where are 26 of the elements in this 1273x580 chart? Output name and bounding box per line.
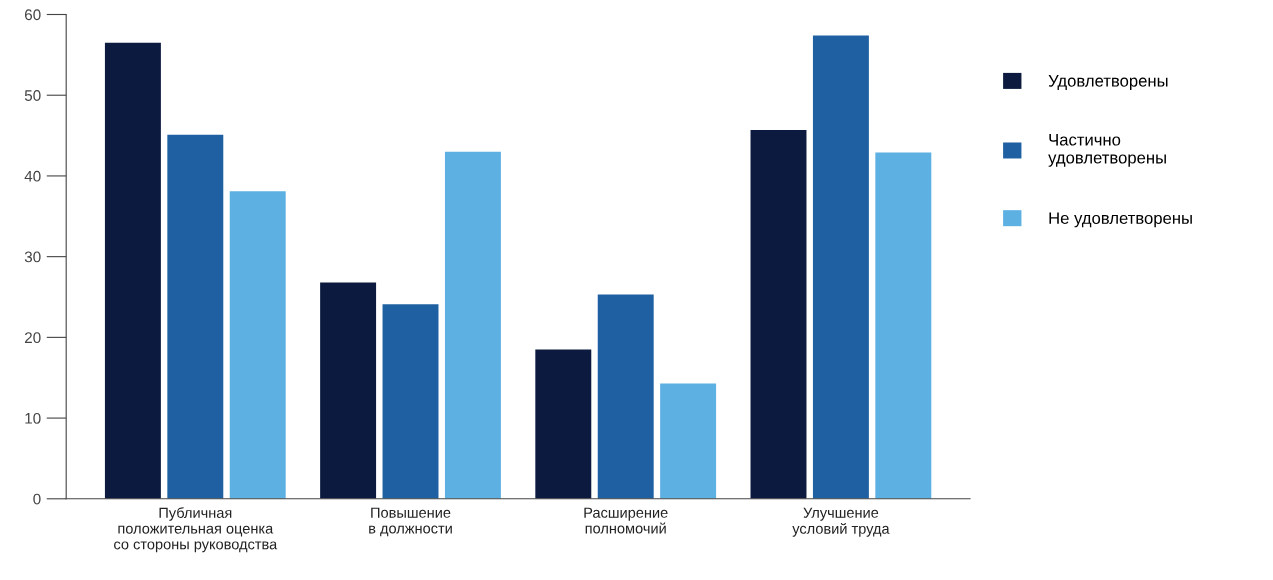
- y-tick-label: 10: [25, 412, 41, 424]
- legend-label: Не удовлетворены: [1049, 212, 1192, 228]
- x-tick-label: Расширение полномочий: [584, 507, 668, 534]
- y-tick-label: 40: [24, 170, 41, 182]
- y-tick-label: 60: [24, 9, 41, 21]
- bar: [167, 134, 224, 499]
- bar: [382, 304, 439, 499]
- bar: [812, 35, 869, 499]
- y-tick-label: 20: [24, 332, 41, 344]
- x-tick-label: Улучшение условий труда: [792, 507, 890, 537]
- legend-label: Удовлетворены: [1048, 75, 1168, 91]
- bar: [104, 42, 161, 499]
- y-tick-label: 30: [24, 251, 41, 263]
- x-tick-label: Повышение в должности: [369, 507, 452, 537]
- bar: [229, 191, 286, 499]
- bar: [535, 349, 592, 499]
- legend-label: Частично удовлетворены: [1048, 133, 1166, 167]
- bar: [320, 282, 377, 499]
- x-tick-label: Публичная положительная оценка со стороны руководства: [114, 507, 278, 553]
- bar: [597, 294, 654, 499]
- bar: [750, 129, 807, 499]
- y-tick-label: 0: [33, 493, 41, 505]
- bar: [660, 383, 717, 499]
- bar: [444, 151, 501, 499]
- bar: [875, 152, 932, 499]
- y-tick-label: 50: [24, 90, 41, 101]
